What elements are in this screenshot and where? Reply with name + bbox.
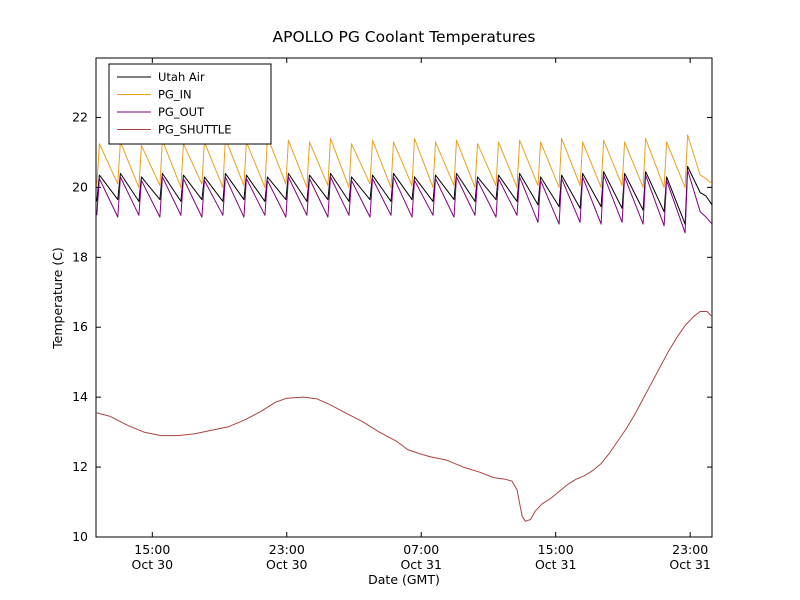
y-tick-label: 10	[72, 529, 88, 544]
y-tick-label: 16	[72, 319, 88, 334]
y-tick-label: 18	[72, 249, 88, 264]
x-tick-time-label: 23:00	[672, 542, 708, 557]
x-tick-date-label: Oct 30	[266, 557, 308, 572]
series-line-pg-out	[96, 169, 712, 234]
series-line-utah-air	[96, 165, 712, 225]
y-tick-label: 20	[72, 179, 88, 194]
y-tick-label: 14	[72, 389, 88, 404]
axes-frame	[95, 57, 713, 538]
series-line-pg-in	[96, 134, 712, 188]
y-axis-label: Temperature (C)	[50, 247, 65, 350]
legend-box: Utah Air PG_IN PG_OUT PG_SHUTTLE	[108, 63, 272, 145]
y-tick-label: 22	[72, 109, 88, 124]
x-tick-time-label: 15:00	[538, 542, 574, 557]
legend-label-pg-in: PG_IN	[158, 88, 192, 102]
x-tick-time-label: 15:00	[134, 542, 170, 557]
legend-label-pg-out: PG_OUT	[158, 105, 205, 119]
y-tick-label: 12	[72, 459, 88, 474]
x-tick-time-label: 23:00	[269, 542, 305, 557]
x-tick-date-label: Oct 31	[400, 557, 442, 572]
y-ticks: 10 12 14 16 18 20 22	[72, 109, 712, 544]
x-tick-time-label: 07:00	[403, 542, 439, 557]
x-tick-date-label: Oct 30	[132, 557, 174, 572]
x-axis-label: Date (GMT)	[368, 572, 440, 587]
series-line-pg-shuttle	[96, 311, 712, 522]
x-tick-date-label: Oct 31	[535, 557, 577, 572]
legend-label-pg-shuttle: PG_SHUTTLE	[158, 123, 231, 137]
series-lines	[96, 134, 712, 522]
x-tick-date-label: Oct 31	[669, 557, 711, 572]
legend-label-utah-air: Utah Air	[158, 70, 205, 84]
chart-title: APOLLO PG Coolant Temperatures	[273, 28, 536, 46]
